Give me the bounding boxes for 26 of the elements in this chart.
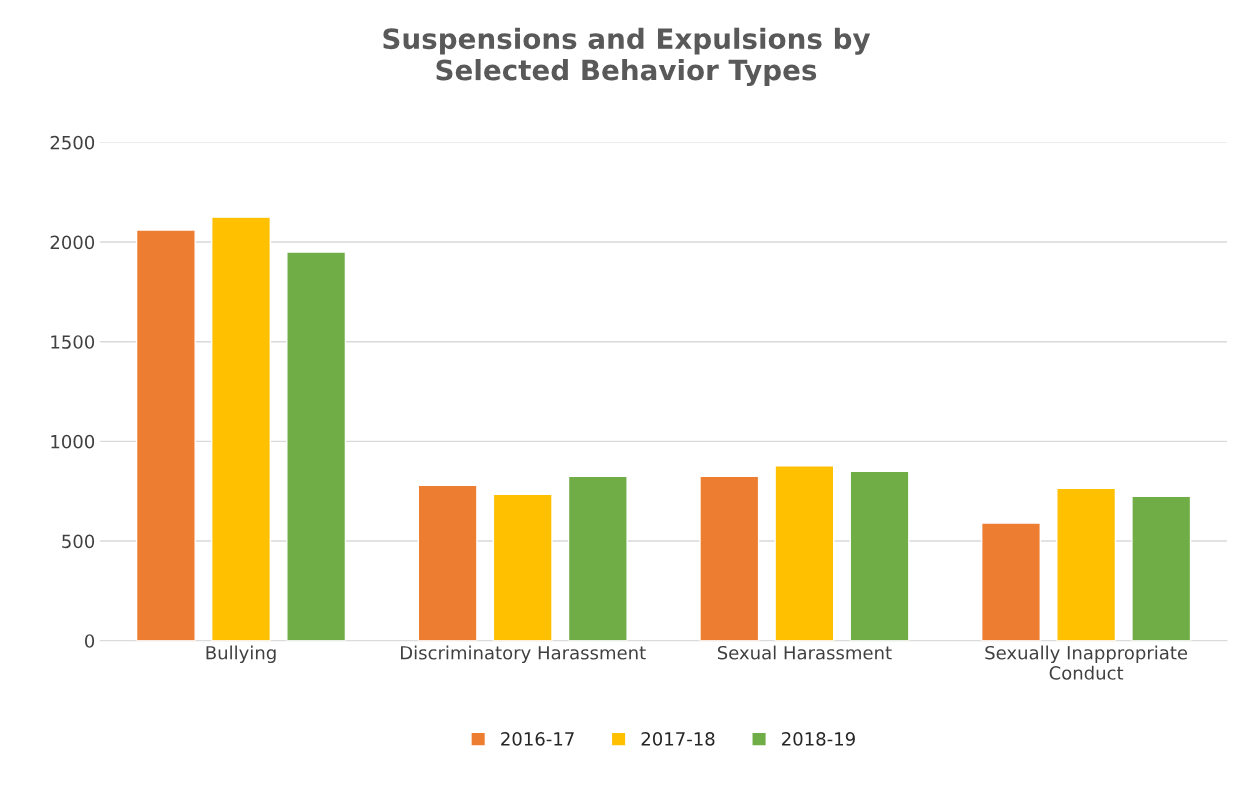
x-tick-label: Sexual Harassment bbox=[717, 645, 892, 660]
bar bbox=[699, 475, 760, 641]
bar bbox=[492, 493, 553, 641]
bar bbox=[1131, 495, 1192, 641]
chart-title: Suspensions and Expulsions by Selected Behavior Types bbox=[383, 27, 871, 87]
y-tick-label: 500 bbox=[62, 534, 95, 549]
bar bbox=[1056, 487, 1117, 641]
y-tick-label: 0 bbox=[85, 634, 95, 648]
x-tick-label: Sexually Inappropriate Conduct bbox=[985, 645, 1188, 680]
y-tick-label: 1000 bbox=[51, 434, 95, 449]
bar bbox=[849, 470, 910, 641]
legend-label: 2017-18 bbox=[641, 732, 715, 746]
bar bbox=[980, 522, 1041, 641]
legend-label: 2018-19 bbox=[782, 732, 855, 746]
bar bbox=[567, 475, 628, 641]
x-tick-label: Bullying bbox=[206, 645, 276, 664]
bar bbox=[774, 465, 835, 641]
x-tick-label: Discriminatory Harassment bbox=[401, 645, 646, 664]
legend-label: 2016-17 bbox=[501, 732, 574, 746]
bar bbox=[286, 251, 347, 641]
bar bbox=[135, 229, 196, 641]
bar bbox=[211, 216, 272, 641]
y-tick-label: 2000 bbox=[50, 235, 95, 250]
bar bbox=[417, 484, 478, 641]
y-tick-label: 1500 bbox=[51, 335, 95, 349]
y-tick-label: 2500 bbox=[50, 135, 95, 150]
